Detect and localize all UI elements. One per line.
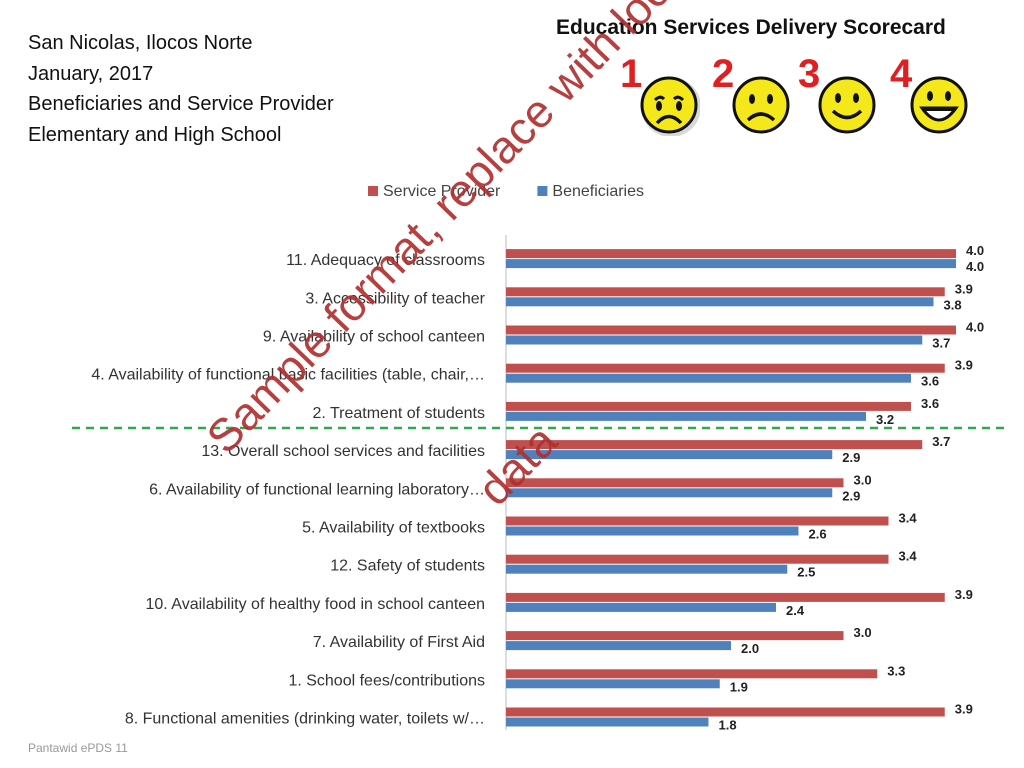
data-label: 2.9 <box>842 450 860 465</box>
category-label: 10. Availability of healthy food in scho… <box>146 596 486 613</box>
smiling-face-icon <box>818 76 876 134</box>
crying-face-icon <box>640 76 700 136</box>
legend-item-beneficiaries: Beneficiaries <box>537 183 644 200</box>
data-label: 3.9 <box>955 587 973 602</box>
footer-text: Pantawid ePDS 11 <box>28 741 128 755</box>
bar-beneficiaries <box>506 526 799 536</box>
bar-service-provider <box>506 592 945 602</box>
category-label: 8. Functional amenities (drinking water,… <box>125 711 485 728</box>
data-label: 3.9 <box>955 358 973 373</box>
bar-service-provider <box>506 478 844 488</box>
date-text: January, 2017 <box>28 62 154 85</box>
bar-beneficiaries <box>506 641 731 651</box>
data-label: 1.8 <box>719 718 737 731</box>
scorecard-title: Education Services Delivery Scorecard <box>556 16 946 39</box>
legend-swatch <box>368 186 378 196</box>
category-label: 5. Availability of textbooks <box>302 520 485 537</box>
category-label: 3. Accessibility of teacher <box>305 290 485 307</box>
category-label: 2. Treatment of students <box>312 405 485 422</box>
category-label: 7. Availability of First Aid <box>313 634 485 651</box>
chart-legend: Service Provider Beneficiaries <box>368 183 644 200</box>
bar-service-provider <box>506 707 945 717</box>
bar-service-provider <box>506 669 878 679</box>
category-label: 9. Availability of school canteen <box>263 329 485 346</box>
rating-4: 4 <box>890 52 980 162</box>
category-label: 1. School fees/contributions <box>288 672 485 689</box>
report-info: San Nicolas, Ilocos Norte January, 2017 … <box>28 28 334 150</box>
data-label: 4.0 <box>966 259 984 274</box>
rating-number: 3 <box>798 52 821 96</box>
sad-face-icon <box>732 76 790 134</box>
bar-service-provider <box>506 401 911 411</box>
bar-beneficiaries <box>506 564 788 574</box>
subtitle-respondents: Beneficiaries and Service Provider <box>28 93 334 115</box>
bar-beneficiaries <box>506 450 833 460</box>
data-label: 3.4 <box>899 549 918 564</box>
data-label: 4.0 <box>966 320 984 335</box>
bar-beneficiaries <box>506 259 956 269</box>
category-label: 11. Adequacy of classrooms <box>286 252 485 269</box>
bar-beneficiaries <box>506 717 709 727</box>
data-label: 3.7 <box>932 434 950 449</box>
data-label: 3.6 <box>921 374 939 389</box>
category-label: 12. Safety of students <box>330 558 485 575</box>
bar-beneficiaries <box>506 679 720 689</box>
data-label: 3.4 <box>899 511 918 526</box>
data-label: 2.9 <box>842 488 860 503</box>
scorecard-bar-chart: Service Provider Beneficiaries 11. Adequa… <box>72 183 1008 730</box>
legend-item-service-provider: Service Provider <box>368 183 501 200</box>
bar-service-provider <box>506 287 945 297</box>
subtitle-school-level: Elementary and High School <box>28 123 282 146</box>
bar-service-provider <box>506 249 956 259</box>
bar-beneficiaries <box>506 411 866 421</box>
data-label: 3.0 <box>854 625 872 640</box>
bar-beneficiaries <box>506 488 833 498</box>
data-label: 3.0 <box>854 472 872 487</box>
data-label: 2.4 <box>786 603 805 618</box>
bar-service-provider <box>506 363 945 373</box>
bar-beneficiaries <box>506 335 923 345</box>
bar-beneficiaries <box>506 297 934 307</box>
data-label: 3.8 <box>944 297 962 312</box>
rating-1: 1 <box>620 52 710 162</box>
rating-number: 1 <box>620 52 643 96</box>
rating-3: 3 <box>798 52 888 162</box>
category-label: 4. Availability of functional basic faci… <box>91 367 485 384</box>
bar-service-provider <box>506 325 956 335</box>
data-label: 2.6 <box>809 527 827 542</box>
rating-2: 2 <box>712 52 802 162</box>
grinning-face-icon <box>910 76 968 134</box>
data-label: 1.9 <box>730 679 748 694</box>
bar-service-provider <box>506 631 844 641</box>
data-label: 3.2 <box>876 412 894 427</box>
location-text: San Nicolas, Ilocos Norte <box>28 32 253 54</box>
bar-beneficiaries <box>506 373 911 383</box>
rating-number: 2 <box>712 52 735 96</box>
rating-faces: 1 2 3 4 <box>620 52 1000 162</box>
data-label: 3.3 <box>887 663 905 678</box>
bar-service-provider <box>506 554 889 564</box>
data-label: 2.5 <box>797 565 815 580</box>
bar-beneficiaries <box>506 602 776 612</box>
data-label: 3.9 <box>955 281 973 296</box>
data-label: 2.0 <box>741 641 759 656</box>
bar-service-provider <box>506 516 889 526</box>
category-label: 6. Availability of functional learning l… <box>149 481 485 498</box>
bar-service-provider <box>506 440 923 450</box>
data-label: 3.7 <box>932 336 950 351</box>
data-label: 3.6 <box>921 396 939 411</box>
legend-label: Beneficiaries <box>552 183 644 200</box>
category-label: 13. Overall school services and faciliti… <box>201 443 485 460</box>
legend-label: Service Provider <box>383 183 501 200</box>
data-label: 4.0 <box>966 243 984 258</box>
rating-number: 4 <box>890 52 913 96</box>
legend-swatch <box>537 186 548 196</box>
data-label: 3.9 <box>955 702 973 717</box>
